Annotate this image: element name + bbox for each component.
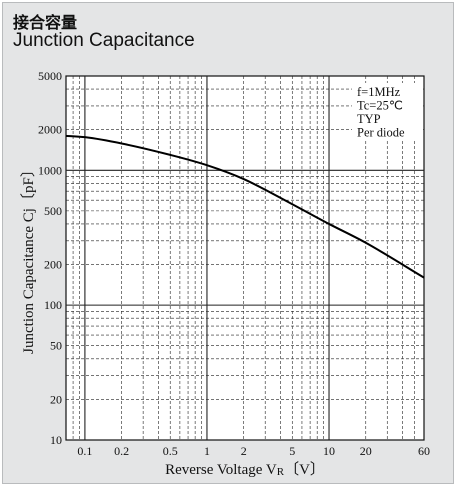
x-tick-label: 1 [204, 444, 210, 458]
x-tick-label: 60 [418, 444, 430, 458]
chart-title-en: Junction Capacitance [13, 30, 195, 51]
x-axis-label-unit: 〔V〕 [284, 461, 325, 478]
x-tick-label: 0.5 [163, 444, 178, 458]
y-tick-label: 10 [50, 433, 62, 447]
condition-note: TYP [357, 112, 381, 126]
y-tick-label: 2000 [38, 123, 62, 137]
grid-lines [66, 76, 424, 440]
condition-note: Tc=25℃ [357, 99, 403, 113]
x-axis-label: Reverse Voltage VR〔V〕 [165, 461, 325, 478]
y-tick-label: 5000 [38, 69, 62, 83]
condition-note: Per diode [357, 126, 405, 140]
x-tick-label: 10 [323, 444, 335, 458]
x-tick-label: 5 [289, 444, 295, 458]
y-tick-label: 200 [44, 258, 62, 272]
notes-backing [352, 83, 423, 141]
y-tick-label: 50 [50, 339, 62, 353]
condition-note: f=1MHz [357, 85, 401, 99]
tick-labels: 0.1 0.2 0.5 1 2 5 10 20 60 10 20 50 100 200 500 1000 200… [38, 69, 430, 458]
y-tick-label: 100 [44, 298, 62, 312]
y-tick-label: 500 [44, 204, 62, 218]
chart-title-jp: 接合容量 [13, 13, 78, 32]
x-axis-label-main: Reverse Voltage V [165, 462, 277, 478]
x-axis-label-sub: R [277, 466, 285, 478]
x-tick-label: 20 [360, 444, 372, 458]
capacitance-curve [65, 134, 425, 279]
y-tick-label: 20 [50, 392, 62, 406]
y-tick-label: 1000 [38, 163, 62, 177]
x-tick-label: 2 [241, 444, 247, 458]
y-axis-label: Junction Capacitance Cj〔pF〕 [20, 162, 37, 354]
x-tick-label: 0.2 [114, 444, 129, 458]
x-tick-label: 0.1 [77, 444, 92, 458]
